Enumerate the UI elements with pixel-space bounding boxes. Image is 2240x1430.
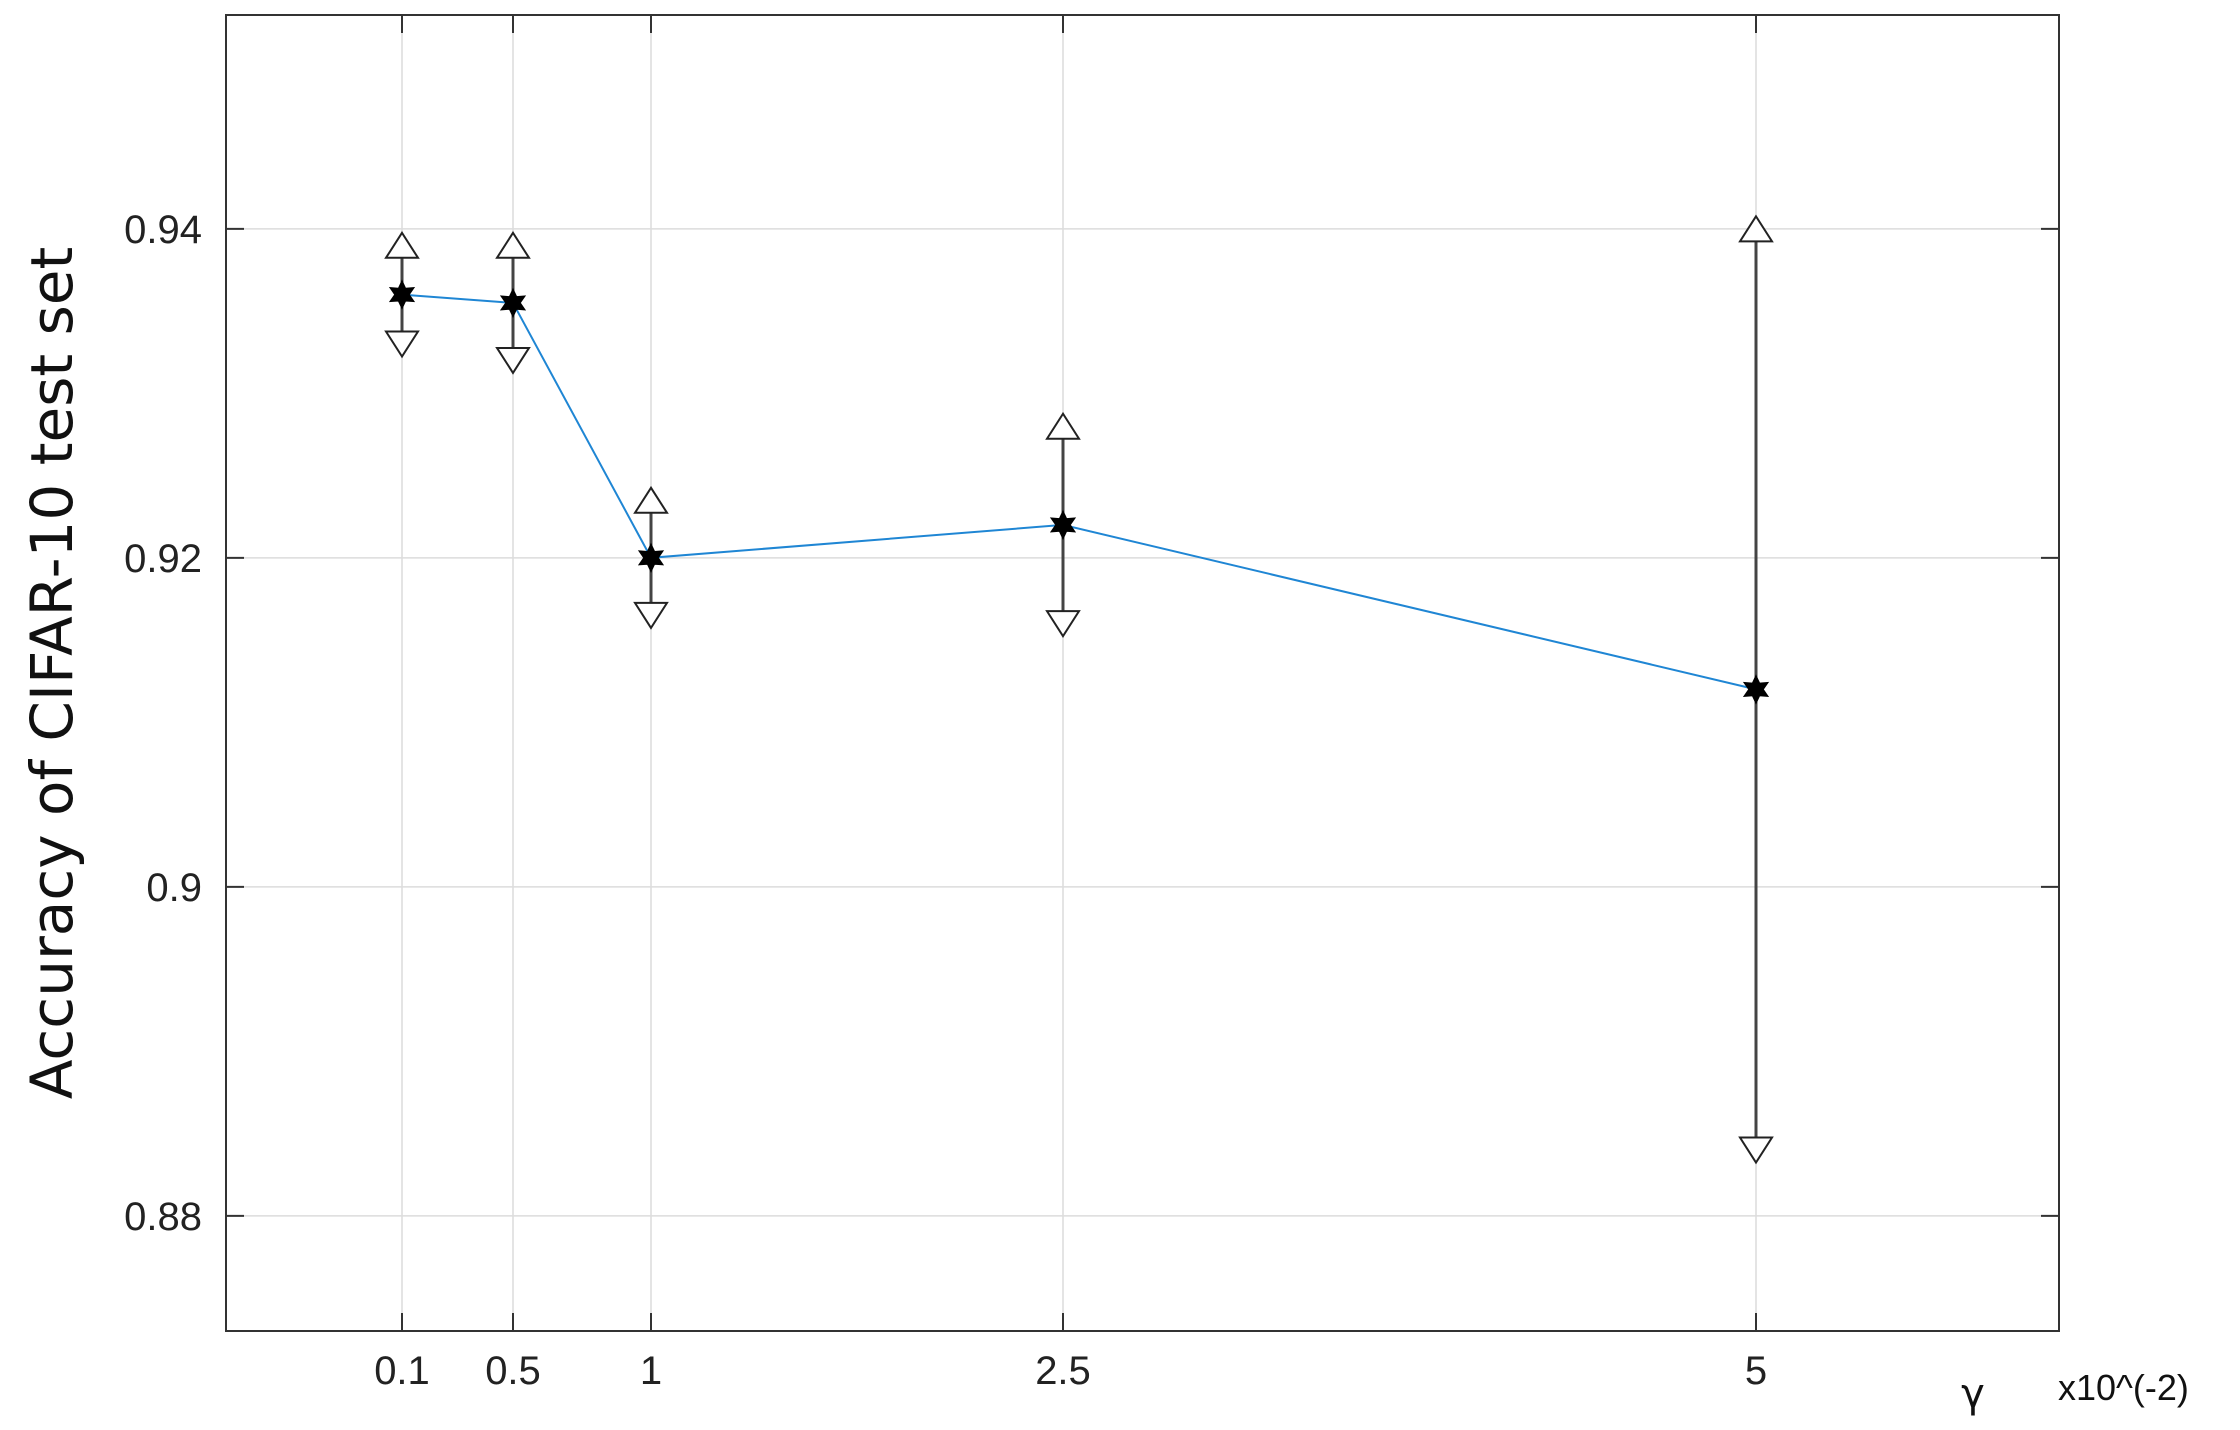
data-point <box>637 542 665 573</box>
lower-bound-marker <box>633 601 669 630</box>
y-tick-label: 0.92 <box>124 537 202 581</box>
data-point <box>499 287 527 319</box>
lower-bound-marker <box>495 346 531 375</box>
lower-bound-marker <box>384 330 420 359</box>
data-point <box>1049 509 1077 541</box>
upper-bound-marker <box>1045 411 1081 440</box>
y-tick-label: 0.88 <box>124 1195 202 1239</box>
x-tick-label: 2.5 <box>1035 1349 1091 1393</box>
y-tick-labels: 0.88 0.9 0.92 0.94 <box>124 208 202 1239</box>
y-tick-label: 0.94 <box>124 208 202 252</box>
y-axis-title: Accuracy of CIFAR-10 test set <box>18 247 86 1099</box>
upper-bound-marker <box>1738 214 1774 243</box>
data-point <box>388 279 416 310</box>
lower-bound-marker <box>1738 1136 1774 1165</box>
x-tick-label: 1 <box>640 1349 662 1393</box>
x-axis-title: γ <box>1961 1371 1985 1417</box>
plot-background <box>226 15 2059 1331</box>
lower-bound-marker <box>1045 610 1081 639</box>
markers <box>388 279 1770 705</box>
x-tick-labels: 0.1 0.5 1 2.5 5 <box>374 1349 1767 1393</box>
x-axis-multiplier: x10^(-2) <box>2058 1367 2189 1408</box>
upper-bound-marker <box>495 230 531 259</box>
axis-ticks <box>226 15 2059 1331</box>
y-tick-label: 0.9 <box>146 866 202 910</box>
upper-bound-marker <box>633 485 669 514</box>
upper-bound-marker <box>384 230 420 259</box>
plot-frame <box>225 14 2060 1332</box>
x-tick-label: 0.5 <box>485 1349 541 1393</box>
x-tick-label: 0.1 <box>374 1349 430 1393</box>
data-point <box>1742 674 1770 705</box>
x-tick-label: 5 <box>1745 1349 1767 1393</box>
